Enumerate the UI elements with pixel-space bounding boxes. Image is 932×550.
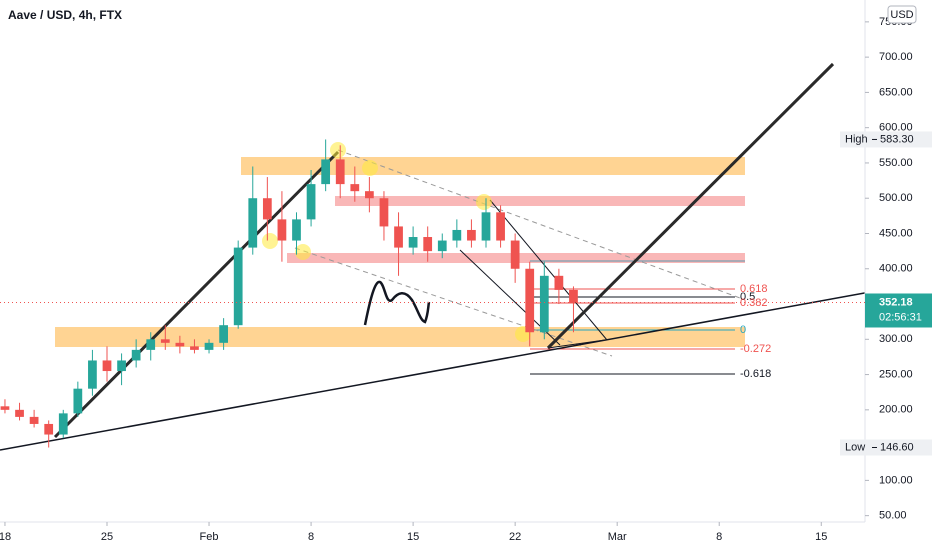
candle-body (0, 406, 10, 410)
candle-body (146, 339, 156, 350)
candle-body (467, 229, 476, 241)
x-tick-label: 25 (101, 531, 113, 543)
drawings (0, 62, 871, 451)
last-price-label: 352.18 (879, 296, 913, 308)
chart-title: Aave / USD, 4h, FTX (8, 8, 122, 22)
candle-body (350, 184, 360, 192)
candle-body (394, 226, 403, 248)
x-tick-label: Mar (608, 531, 627, 543)
candle-body (190, 346, 199, 350)
y-tick-label: 200.00 (879, 404, 913, 416)
candle-body (262, 198, 272, 220)
candle-body (539, 275, 549, 333)
y-tick-label: 700.00 (879, 51, 913, 63)
candle-body (437, 240, 447, 252)
x-tick-label: 18 (0, 531, 11, 543)
axes: 50.00100.00150.00200.00250.00300.00350.0… (0, 16, 932, 543)
y-tick-label: 500.00 (879, 192, 913, 204)
trend-line (53, 150, 340, 439)
zone (335, 196, 745, 206)
candle-body (29, 416, 39, 424)
fib-label: 0 (740, 324, 746, 336)
marker-name: High (845, 133, 868, 145)
fib-label: 0.618 (740, 283, 768, 295)
candle-body (525, 268, 535, 333)
candle-body (335, 159, 345, 185)
candle-body (175, 342, 185, 347)
channel-line (489, 199, 608, 341)
candle-body (496, 212, 505, 241)
candles (0, 139, 578, 448)
marker-value: 583.30 (880, 133, 914, 145)
candle-body (131, 349, 141, 361)
candle-body (481, 212, 491, 241)
candle-body (321, 159, 331, 185)
candle-body (408, 237, 418, 248)
hand-drawing (363, 280, 431, 326)
x-tick-label: 15 (815, 531, 827, 543)
price-axis (865, 0, 932, 550)
x-tick-label: 22 (509, 531, 521, 543)
support-line (0, 291, 871, 451)
candle-body (365, 191, 374, 199)
candle-body (219, 325, 228, 343)
candle-body (306, 184, 316, 220)
candle-body (379, 198, 389, 227)
countdown: 02:56:31 (879, 311, 922, 323)
fib-label: -0.618 (740, 368, 771, 380)
y-tick-label: 100.00 (879, 474, 913, 486)
candle-body (44, 423, 54, 435)
candle-body (58, 413, 68, 435)
candle-body (73, 388, 83, 414)
candle-body (510, 240, 520, 269)
y-tick-label: 450.00 (879, 227, 913, 239)
marker-box (840, 439, 932, 456)
y-tick-label: 300.00 (879, 333, 913, 345)
fib-label: 0.5 (740, 291, 755, 303)
candle-body (88, 360, 97, 389)
candle-body (160, 339, 170, 343)
last-price-box (865, 293, 932, 328)
y-tick-label: 400.00 (879, 263, 913, 275)
x-tick-label: 8 (308, 531, 314, 543)
y-tick-label: 50.00 (879, 510, 907, 522)
candle-body (117, 360, 126, 372)
y-tick-label: 250.00 (879, 368, 913, 380)
fib-label: 0.382 (740, 297, 768, 309)
trend-line (546, 62, 835, 350)
x-tick-label: Feb (200, 531, 219, 543)
candle-body (277, 219, 287, 241)
candle-body (233, 247, 243, 326)
fib-label: -0.272 (740, 343, 771, 355)
marker-value: 146.60 (880, 441, 914, 453)
candle-body (15, 409, 24, 417)
candle-body (102, 360, 112, 372)
currency[interactable]: USD (890, 9, 913, 21)
currency-badge[interactable] (887, 5, 917, 24)
candle-body (452, 229, 462, 241)
x-tick-label: 15 (407, 531, 419, 543)
highlights (262, 142, 531, 342)
y-tick-label: 600.00 (879, 122, 913, 134)
marker-box (840, 131, 932, 148)
candle-body (423, 237, 433, 252)
y-tick-label: 650.00 (879, 86, 913, 98)
marker-name: Low (845, 441, 865, 453)
candle-body (248, 198, 258, 248)
candle-body (554, 275, 564, 290)
y-tick-label: 550.00 (879, 157, 913, 169)
candle-body (204, 342, 214, 350)
candle-body (292, 219, 301, 241)
candle-body (569, 289, 578, 303)
x-tick-label: 8 (716, 531, 722, 543)
